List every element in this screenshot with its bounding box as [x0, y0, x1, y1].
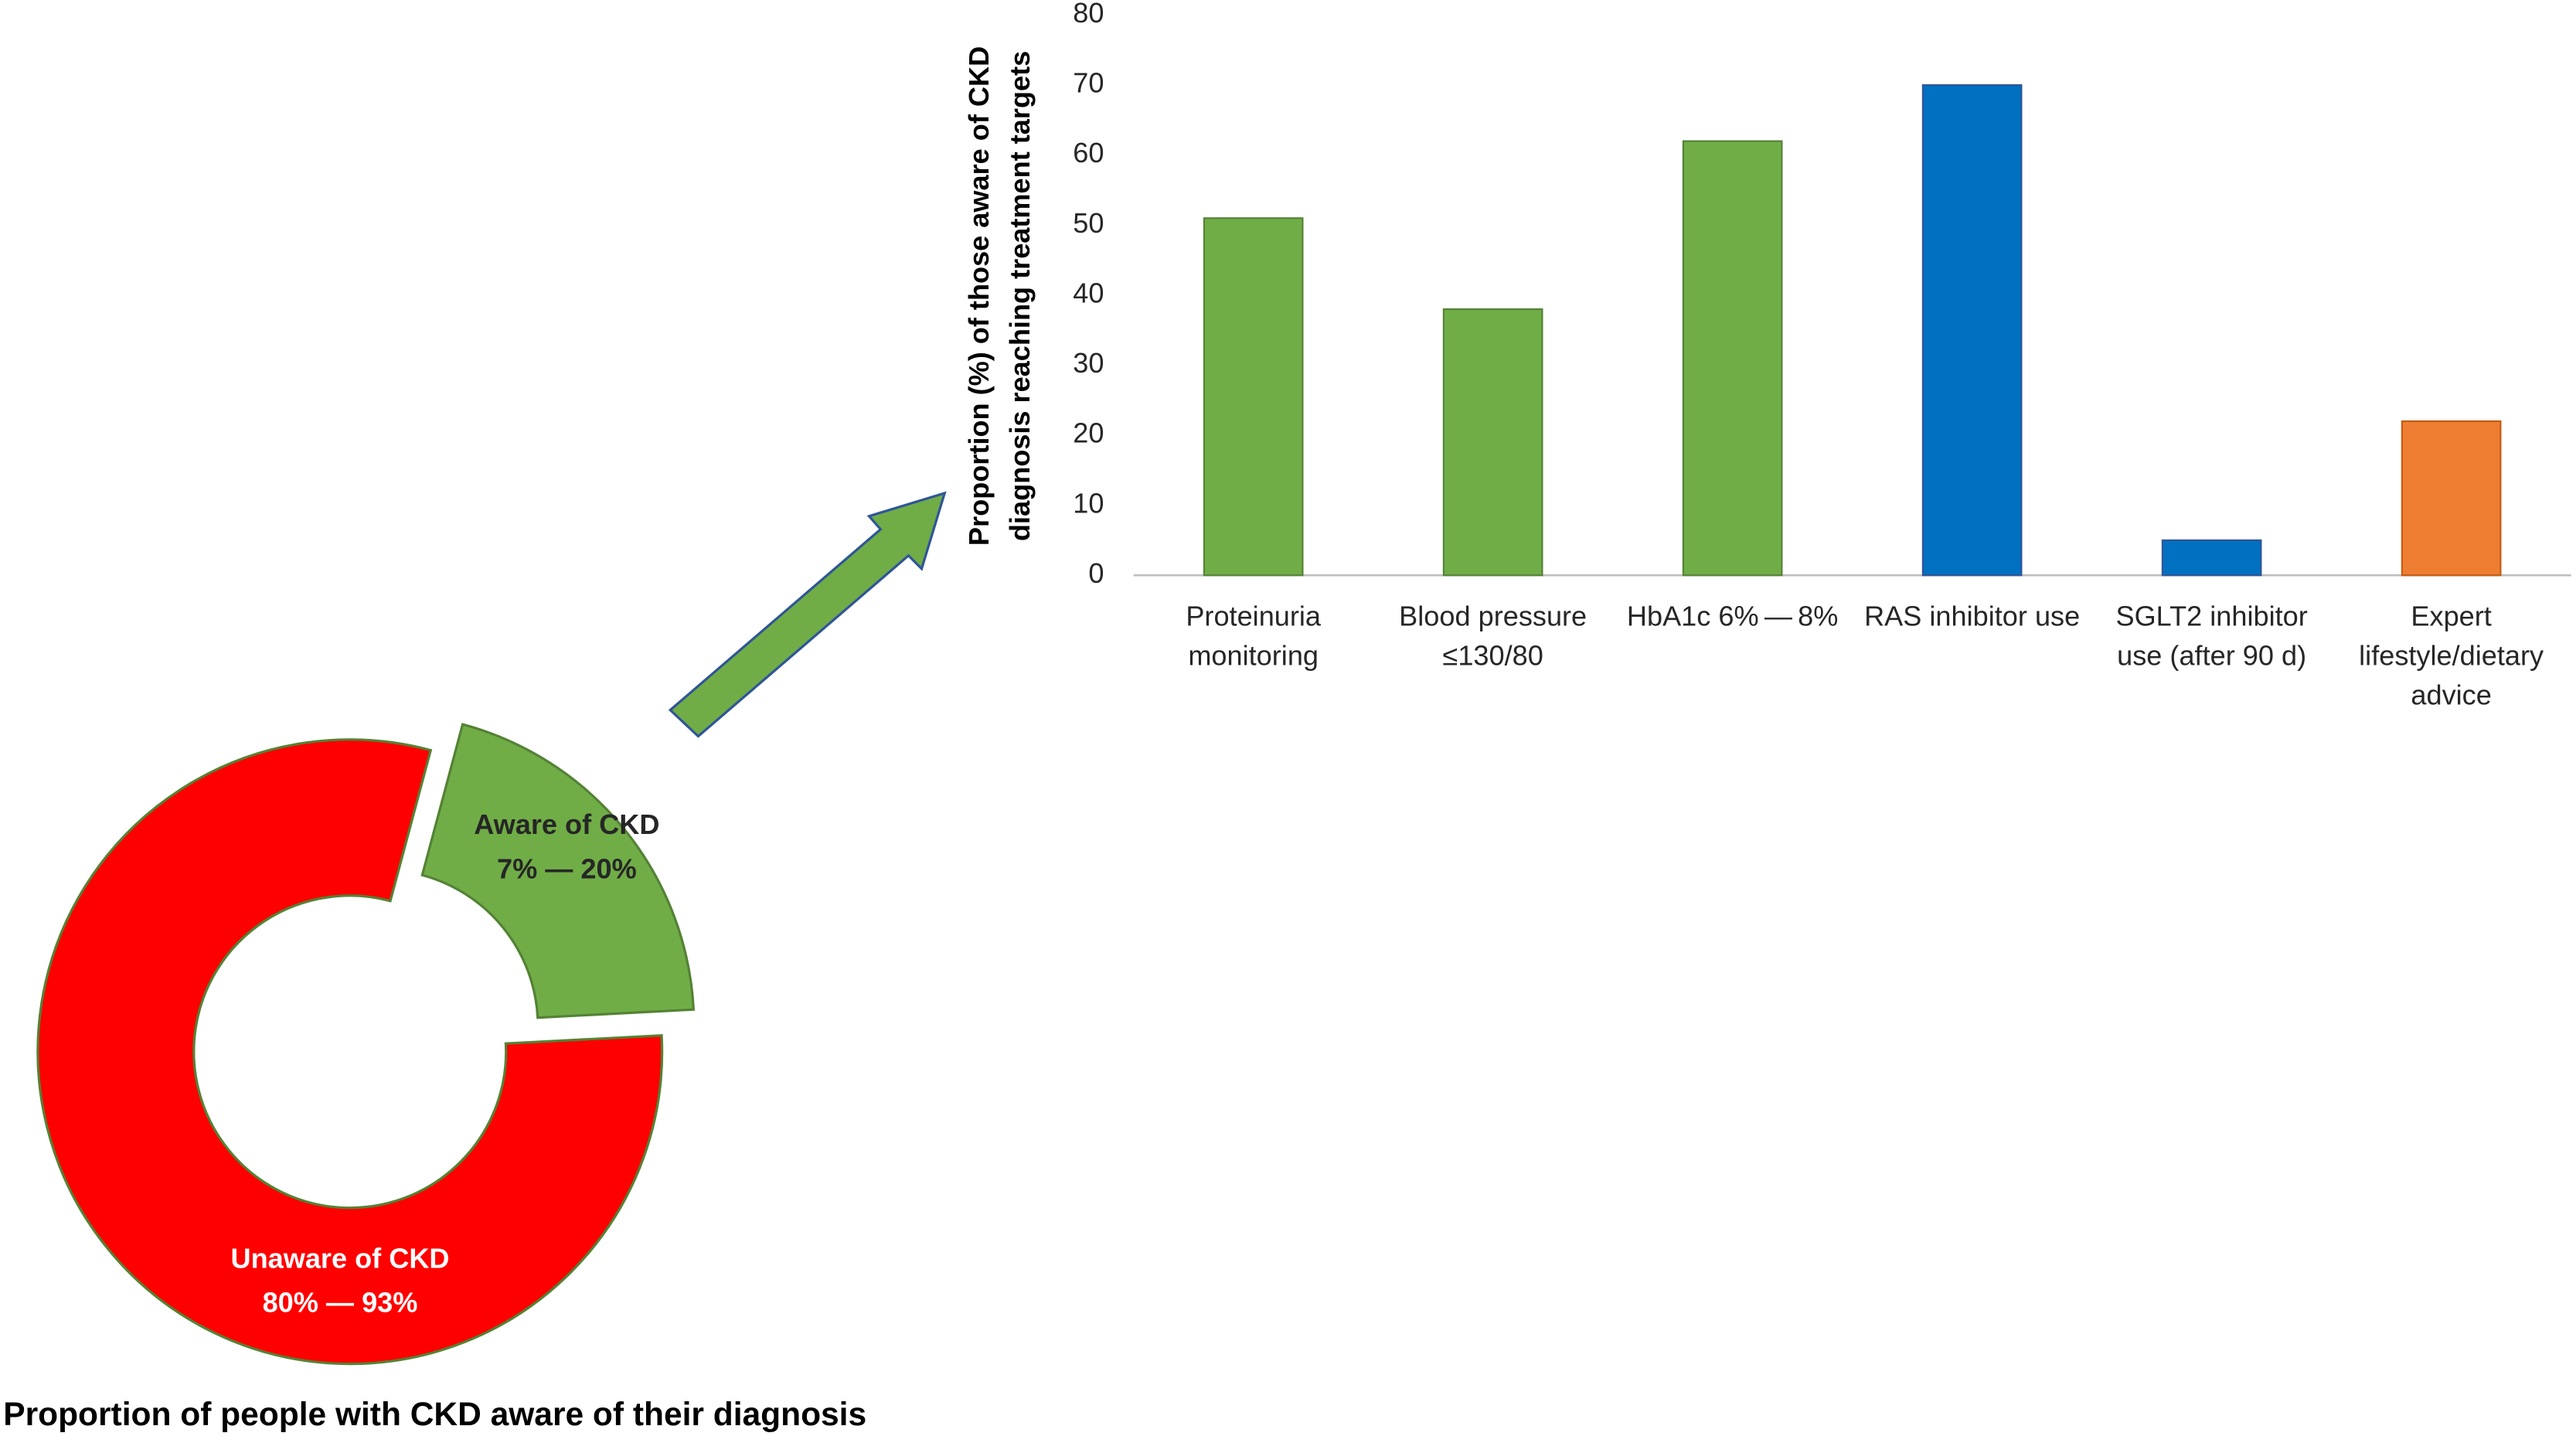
x-tick-label: RAS inhibitor use [1864, 600, 2080, 631]
x-tick-label: HbA1c 6% — 8% [1627, 600, 1838, 631]
x-tick-label: SGLT2 inhibitor use (after 90 d) [2115, 600, 2307, 671]
y-tick-label: 80 [1073, 0, 1104, 29]
y-tick-label: 0 [1088, 557, 1104, 589]
x-tick-label: Blood pressure ≤130/80 [1399, 600, 1587, 671]
y-tick-label: 70 [1073, 67, 1104, 99]
pie-title: Proportion of people with CKD aware of t… [3, 1397, 866, 1433]
bar [1442, 308, 1543, 577]
bar [2401, 420, 2502, 577]
x-tick-label: Proteinuria monitoring [1186, 600, 1322, 671]
slice-value-label: 80% — 93% [263, 1287, 418, 1319]
slice-label: Unaware of CKD [230, 1242, 449, 1274]
y-tick-label: 50 [1073, 207, 1104, 239]
pie-slice [36, 738, 664, 1366]
y-tick-label: 10 [1073, 487, 1104, 519]
y-tick-label: 30 [1073, 347, 1104, 379]
pie-slice [420, 723, 696, 1019]
bar [2161, 539, 2262, 577]
x-tick-label: Expert lifestyle/dietary advice [2359, 600, 2544, 710]
slice-label: Aware of CKD [474, 808, 659, 840]
y-axis-label: Proportion (%) of those aware of CKD diag… [963, 46, 1036, 546]
y-tick-label: 60 [1073, 137, 1104, 168]
bar [1682, 140, 1783, 577]
bar [1203, 217, 1304, 577]
arrow [668, 491, 947, 738]
bar [1921, 84, 2023, 577]
y-tick-label: 40 [1073, 277, 1104, 308]
slice-value-label: 7% — 20% [497, 853, 637, 884]
y-tick-label: 20 [1073, 417, 1104, 449]
